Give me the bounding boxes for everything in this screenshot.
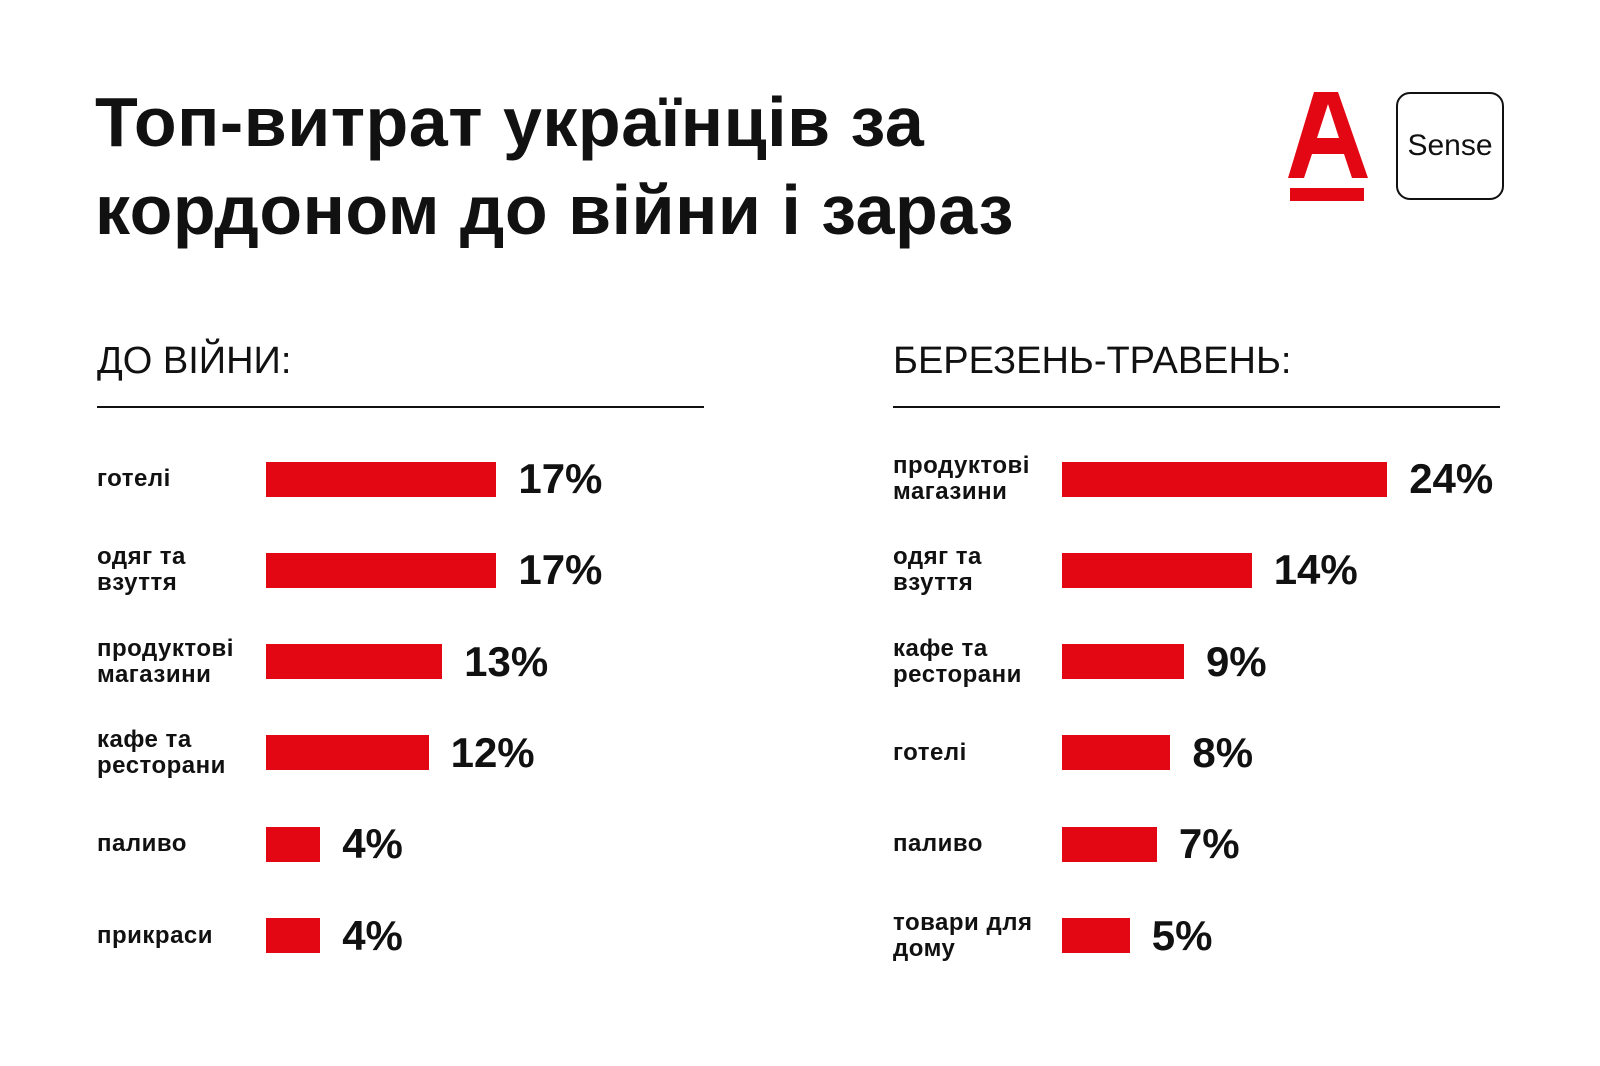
bar bbox=[266, 552, 497, 588]
category-label: кафе та ресторани bbox=[97, 725, 226, 779]
bar bbox=[266, 461, 497, 497]
bar bbox=[266, 826, 321, 862]
bar bbox=[1062, 461, 1388, 497]
alfa-logo bbox=[1288, 92, 1368, 201]
bar bbox=[266, 918, 321, 953]
value-label: 8% bbox=[1192, 728, 1254, 776]
bar bbox=[1062, 552, 1252, 588]
category-label: одяг та взуття bbox=[893, 543, 982, 597]
value-label: 12% bbox=[450, 728, 535, 776]
category-label: готелі bbox=[97, 465, 171, 492]
divider bbox=[893, 406, 1500, 408]
value-label: 24% bbox=[1409, 455, 1494, 502]
value-label: 4% bbox=[342, 911, 403, 959]
value-label: 17% bbox=[518, 546, 603, 594]
category-label: паливо bbox=[97, 830, 187, 858]
value-label: 9% bbox=[1205, 637, 1267, 685]
panel-title: ДО ВІЙНИ: bbox=[97, 340, 292, 382]
value-label: 5% bbox=[1151, 911, 1213, 959]
bar bbox=[1062, 826, 1157, 862]
sense-logo: Sense bbox=[1396, 92, 1504, 200]
value-label: 13% bbox=[464, 637, 549, 685]
divider bbox=[97, 406, 704, 408]
logo-underline bbox=[1290, 188, 1364, 201]
category-label: готелі bbox=[893, 738, 967, 766]
category-label: одяг та взуття bbox=[97, 543, 186, 597]
panel-title: БЕРЕЗЕНЬ-ТРАВЕНЬ: bbox=[893, 340, 1292, 382]
value-label: 17% bbox=[518, 455, 603, 502]
category-label: паливо bbox=[893, 830, 983, 858]
logo-a bbox=[1288, 92, 1368, 178]
value-label: 14% bbox=[1273, 546, 1358, 594]
bar bbox=[1062, 735, 1171, 771]
category-label: продуктові магазини bbox=[97, 634, 234, 688]
value-label: 7% bbox=[1178, 820, 1240, 868]
page-title: Топ-витрат українців за кордоном до війн… bbox=[95, 83, 1014, 249]
category-label: кафе та ресторани bbox=[893, 634, 1022, 688]
value-label: 4% bbox=[342, 820, 403, 868]
category-label: продуктові магазини bbox=[893, 452, 1030, 505]
category-label: товари для дому bbox=[893, 908, 1033, 962]
bar bbox=[266, 644, 443, 680]
bar bbox=[1062, 918, 1130, 953]
bar bbox=[266, 735, 429, 771]
bar bbox=[1062, 644, 1184, 680]
category-label: прикраси bbox=[97, 921, 214, 949]
